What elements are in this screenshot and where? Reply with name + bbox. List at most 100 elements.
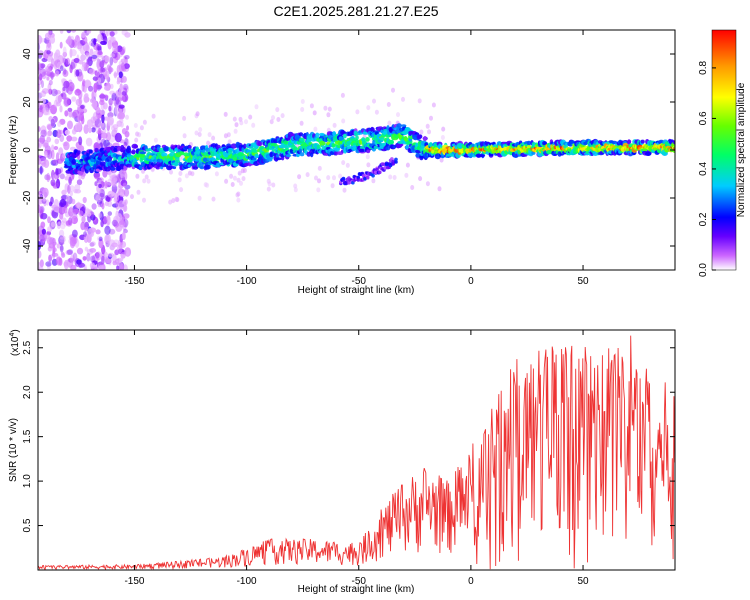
spectrogram-cell [224, 178, 229, 184]
spectrogram-cell [139, 154, 146, 158]
spectrogram-cell [437, 186, 442, 192]
spectrogram-cell [95, 106, 101, 114]
spectrogram-cell [98, 238, 104, 249]
spectrogram-cell [309, 103, 314, 109]
spectrogram-cell [42, 88, 49, 94]
spectrogram-cell [39, 157, 47, 165]
spectrogram-cell [55, 95, 61, 105]
spectrogram-cell [100, 109, 106, 115]
spectrogram-cell [151, 113, 156, 119]
spectrogram-cell [44, 234, 51, 240]
spectrogram-cell [96, 49, 103, 58]
spectrogram-cell [118, 258, 122, 264]
spectrogram-cell [41, 80, 44, 89]
spectrogram-cell [119, 192, 124, 197]
spectrogram-cell [64, 58, 69, 68]
spectrogram-cell [43, 142, 49, 148]
spectrogram-cell [71, 30, 77, 33]
spectrogram-cell [428, 142, 433, 148]
spectrogram-cell [38, 204, 41, 214]
spectrogram-cell [68, 176, 72, 186]
spectrogram-cell [394, 160, 398, 164]
spectrogram-cell [111, 99, 116, 104]
spectrogram-cell [526, 140, 532, 146]
colorbar-ticks: 0.0 0.2 0.4 0.6 0.8 [698, 61, 716, 277]
spectrogram-cell [371, 178, 376, 184]
spectrogram-cell [214, 171, 219, 177]
spectrogram-cell [332, 175, 336, 181]
spectrogram-cell [76, 247, 84, 255]
spectrogram-cell [116, 265, 120, 270]
spectrogram-cell [122, 76, 127, 83]
spectrogram-cell [379, 137, 385, 141]
spectrogram-cell [73, 58, 80, 63]
spectrogram-cell [89, 262, 95, 269]
spectrogram-cell [223, 111, 228, 117]
spectrogram-cell [227, 139, 232, 145]
spectrogram-cell [110, 36, 116, 43]
spectrogram-cell [59, 244, 64, 253]
spectrogram-cell [382, 162, 386, 167]
spectrogram-cell [82, 196, 87, 204]
spectrogram-cell [107, 178, 113, 186]
spectrogram-cell [102, 170, 108, 178]
spectrogram-cell [300, 138, 304, 142]
spectrogram-cell [91, 103, 97, 108]
spectrogram-cell [180, 154, 185, 160]
spectrogram-cell [99, 99, 105, 106]
spectrogram-cell [142, 119, 147, 125]
spectrogram-cell [207, 132, 212, 138]
spectrogram-cell [229, 173, 234, 179]
spectrogram-cell [300, 99, 305, 104]
spectrogram-cell [59, 235, 66, 240]
spectrogram-cell [107, 112, 114, 118]
spectrogram-cell [61, 252, 66, 258]
x-tick-label: 50 [577, 276, 589, 287]
spectrogram-cell [95, 229, 101, 235]
spectrogram-cell [114, 132, 122, 143]
spectrogram-cell [118, 112, 125, 120]
spectrogram-cell [58, 147, 64, 156]
spectrogram-cell [89, 48, 94, 56]
y-tick-label: 1.0 [22, 474, 33, 488]
spectrogram-cell [236, 177, 241, 183]
spectrogram-cell [118, 219, 126, 228]
spectrogram-cell [95, 251, 102, 261]
spectrogram-cell [526, 145, 532, 149]
spectrogram-cell [46, 68, 51, 74]
spectrogram-cell [344, 180, 349, 185]
spectrogram-cell [153, 137, 158, 143]
spectrogram-cell [142, 197, 146, 203]
spectrogram-cell [110, 83, 114, 90]
x-tick-label: -150 [124, 576, 144, 587]
spectrogram-cell [46, 132, 50, 141]
spectrogram-cell [101, 248, 106, 253]
spectrogram-cell [70, 136, 78, 142]
spectrogram-cell [269, 119, 274, 125]
spectrogram-cell [99, 60, 105, 69]
spectrogram-cell [54, 70, 60, 77]
spectrogram-cell [119, 48, 125, 56]
spectrogram-cell [120, 121, 124, 128]
spectrogram-cell [205, 182, 210, 188]
spectrogram-cell [111, 92, 117, 102]
spectrogram-cell [66, 30, 72, 34]
spectrogram-cell [57, 121, 62, 127]
spectrogram-cell [66, 194, 70, 202]
spectrogram-cell [118, 64, 125, 72]
spectrogram-cell [125, 114, 129, 120]
spectrogram-cell [199, 166, 205, 170]
snr-x-label: Height of straight line (km) [298, 584, 415, 595]
spectrogram-cell [38, 37, 46, 43]
spectrogram-cell [112, 44, 119, 54]
spectrogram-cell [62, 46, 67, 56]
spectrogram-cell [71, 128, 77, 135]
spectrogram-cell [269, 152, 274, 158]
spectrogram-cell [385, 146, 391, 151]
spectrogram-cell [61, 217, 67, 224]
spectrogram-cell [60, 65, 64, 72]
spectrogram-cell [104, 180, 108, 189]
spectrogram-cell [64, 129, 70, 136]
spectrogram-cell [69, 205, 74, 213]
spectrogram-cell [61, 189, 67, 196]
